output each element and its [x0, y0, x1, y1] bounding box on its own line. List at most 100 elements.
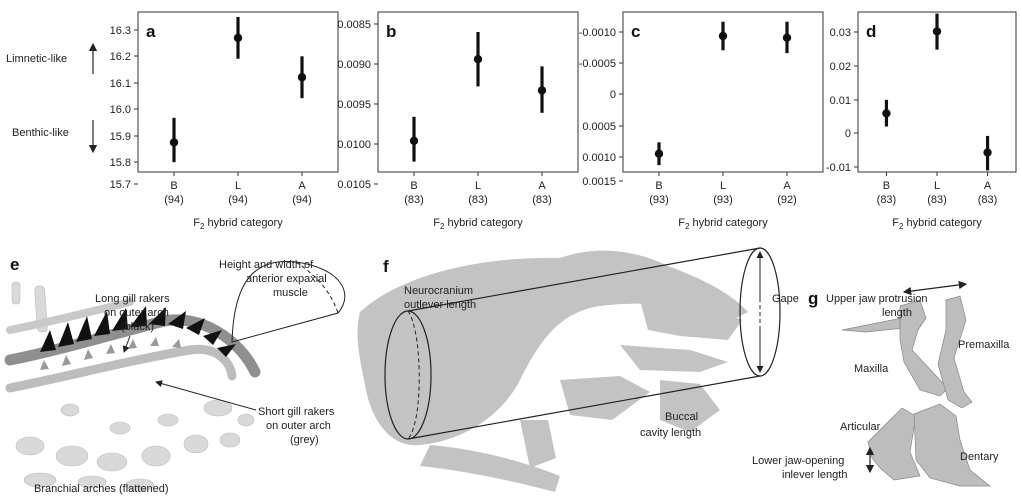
y-tick-label: -0.0005: [579, 58, 616, 70]
panel-letter-e: e: [10, 255, 19, 274]
y-tick-label: -0.0010: [579, 27, 616, 39]
x-tick-label: L: [235, 180, 241, 192]
mean-point: [297, 73, 307, 82]
long-rakers-pointer: [122, 335, 131, 353]
sample-size-label: (92): [777, 194, 797, 206]
short-rakers-pointer: [155, 380, 257, 411]
y-tick-label: 0.0105: [337, 179, 371, 191]
x-tick-label: A: [783, 180, 791, 192]
x-tick-label: B: [883, 180, 890, 192]
mean-point: [782, 33, 792, 42]
inlever-line-2: inlever length: [782, 469, 847, 481]
skull-silhouette: [357, 250, 748, 492]
muscle-wedge-dashed: [295, 261, 339, 314]
y-tick-label: 16.0: [110, 104, 131, 116]
x-tick-label: B: [170, 180, 177, 192]
x-tick-label: A: [298, 180, 306, 192]
x-axis-title: F2 hybrid category: [892, 217, 982, 231]
protrusion-line-1: Upper jaw protrusion: [826, 293, 928, 305]
dentary-shape: [913, 403, 991, 487]
long-rakers-line-1: Long gill rakers: [95, 293, 170, 305]
muscle-line-1: Height and width of: [219, 259, 314, 271]
y-tick-label: 15.8: [110, 157, 131, 169]
muscle-line-2: anterior expaxial: [246, 273, 327, 285]
panel-letter-f: f: [383, 257, 389, 276]
x-tick-label: L: [475, 180, 481, 192]
panel-letter-g: g: [808, 289, 818, 308]
protrusion-arrow: [902, 280, 968, 296]
y-tick-label: 0.01: [830, 95, 851, 107]
sample-size-label: (94): [164, 194, 184, 206]
buccal-line-1: Buccal: [665, 411, 698, 423]
muscle-line-3: muscle: [273, 287, 308, 299]
limnetic-label: Limnetic-like: [6, 53, 67, 65]
sample-size-label: (94): [228, 194, 248, 206]
y-tick-label: 16.2: [110, 51, 131, 63]
inlever-line-1: Lower jaw-opening: [752, 455, 844, 467]
short-gill-rakers: [40, 337, 181, 370]
sample-size-label: (83): [404, 194, 424, 206]
y-tick-label: 0.0095: [337, 99, 371, 111]
sample-size-label: (83): [877, 194, 897, 206]
panel-e: e: [4, 255, 335, 495]
premaxilla-label: Premaxilla: [958, 339, 1010, 351]
cylinder-bottom-edge: [407, 375, 761, 440]
mean-point: [537, 86, 547, 95]
ecotype-axis-labels: Limnetic-like Benthic-like: [6, 42, 98, 154]
mean-point: [169, 138, 179, 147]
short-rakers-line-2: on outer arch: [266, 420, 331, 432]
y-tick-label: 0.0100: [337, 139, 371, 151]
x-axis-title: F2 hybrid category: [193, 217, 283, 231]
buccal-line-2: cavity length: [640, 427, 701, 439]
inner-arch-shape: [5, 344, 237, 393]
chart-panel-b: b 0.0085 0.0090 0.0095 0.0100 0.0105 B (83) L (83…: [337, 11, 579, 231]
y-tick-label: 0: [610, 89, 616, 101]
x-axis-title: F2 hybrid category: [433, 217, 523, 231]
branchial-caption: Branchial arches (flattened): [34, 483, 169, 495]
y-tick-label: 0.0090: [337, 59, 371, 71]
mean-point: [882, 109, 891, 118]
muscle-wedge-shape: [231, 260, 346, 343]
sample-size-label: (83): [532, 194, 552, 206]
sample-size-label: (93): [649, 194, 669, 206]
mean-point: [654, 149, 664, 158]
chart-panel-a: a 16.3 16.2 16.1 16.0 15.9 15.8 15.7 B (94) L (94) A…: [110, 11, 339, 231]
y-tick-label: 16.1: [110, 78, 131, 90]
dentary-label: Dentary: [960, 451, 999, 463]
mean-point: [932, 27, 942, 36]
x-tick-label: A: [538, 180, 546, 192]
maxilla-label: Maxilla: [854, 363, 889, 375]
protrusion-line-2: length: [882, 307, 912, 319]
x-tick-label: A: [984, 180, 992, 192]
cylinder-top-edge: [407, 247, 761, 312]
long-gill-rakers: [40, 306, 236, 357]
short-rakers-line-3: (grey): [290, 434, 319, 446]
y-tick-label: 0.0015: [582, 176, 616, 188]
mean-point: [233, 33, 243, 43]
short-rakers-line-1: Short gill rakers: [258, 406, 335, 418]
chart-panel-d: d 0.03 0.02 0.01 0 -0.01 B (83) L (83) A (83) F2 hyb…: [826, 11, 1017, 231]
premaxilla-process-shape: [841, 317, 906, 333]
chart-panel-c: c -0.0010 -0.0005 0 0.0005 0.0010 0.0015 B (93) L…: [579, 11, 824, 231]
mean-point: [718, 31, 728, 41]
benthic-label: Benthic-like: [12, 127, 69, 139]
y-tick-label: 15.9: [110, 131, 131, 143]
y-tick-label: 16.3: [110, 25, 131, 37]
cylinder-end-back-dashed: [407, 310, 420, 440]
x-tick-label: B: [410, 180, 417, 192]
panel-g: g Upper jaw protrusion length Premaxilla…: [752, 280, 1010, 487]
panel-letter-a: a: [146, 22, 156, 41]
mean-point: [409, 136, 419, 145]
x-tick-label: B: [655, 180, 662, 192]
panel-letter-d: d: [866, 22, 876, 41]
y-tick-label: 0.03: [830, 27, 851, 39]
long-rakers-line-2: on outer arch: [104, 307, 169, 319]
articular-label: Articular: [840, 421, 881, 433]
panel-letter-b: b: [386, 22, 396, 41]
y-tick-label: -0.01: [826, 162, 851, 174]
x-tick-label: L: [720, 180, 726, 192]
upper-arch-shape: [6, 298, 134, 334]
sample-size-label: (94): [292, 194, 312, 206]
jaw-bone-shapes: [841, 295, 991, 487]
panel-letter-c: c: [631, 22, 640, 41]
